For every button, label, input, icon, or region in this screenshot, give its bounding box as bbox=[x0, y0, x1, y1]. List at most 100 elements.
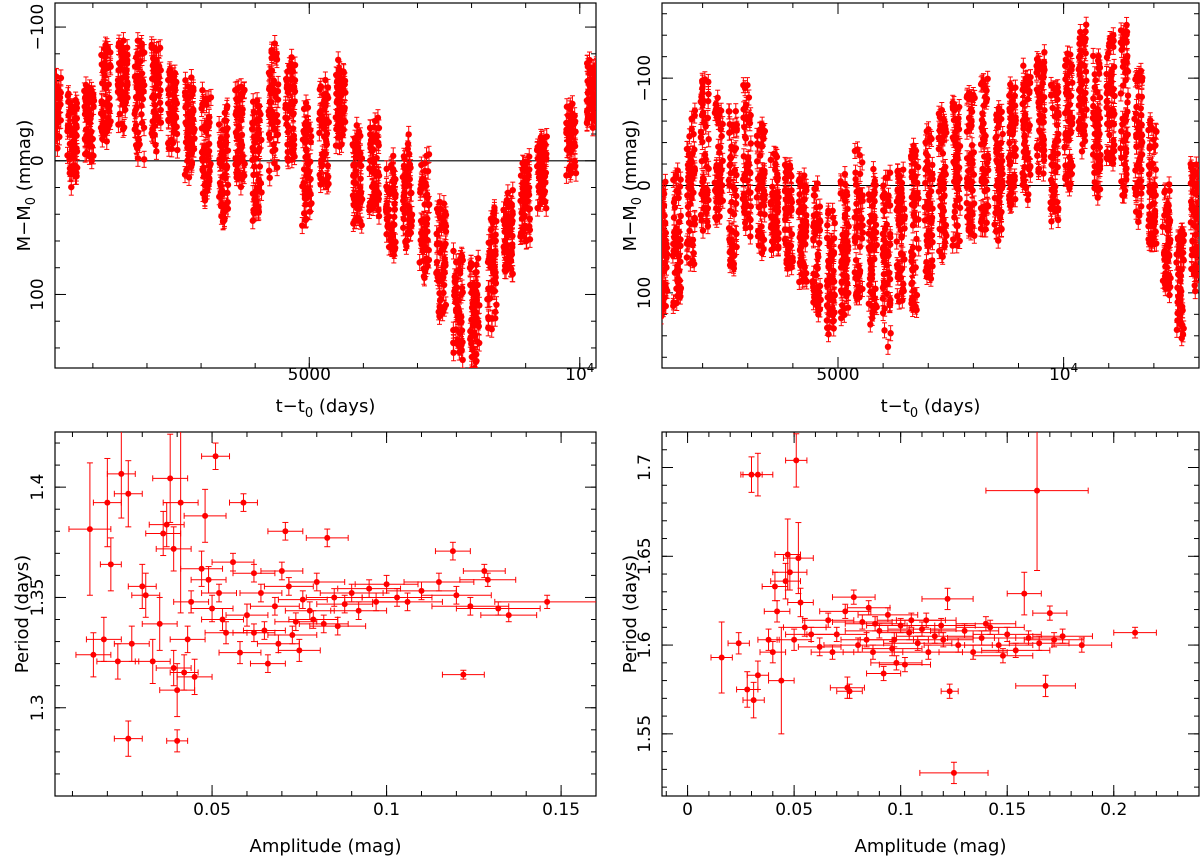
data-point bbox=[324, 162, 332, 169]
data-point bbox=[169, 139, 177, 147]
data-point bbox=[340, 126, 347, 133]
data-point bbox=[133, 83, 140, 91]
data-point bbox=[237, 94, 245, 101]
data-point bbox=[385, 243, 393, 251]
data-point bbox=[165, 86, 172, 93]
data-point bbox=[369, 200, 376, 207]
data-point bbox=[133, 105, 140, 112]
data-point bbox=[273, 56, 281, 63]
data-point bbox=[342, 89, 349, 96]
data-point bbox=[375, 212, 383, 220]
data-point bbox=[390, 221, 397, 228]
data-point bbox=[308, 200, 315, 207]
data-point bbox=[55, 91, 57, 98]
data-point bbox=[404, 140, 412, 148]
data-point bbox=[156, 44, 164, 52]
data-point bbox=[407, 164, 414, 171]
data-point bbox=[131, 126, 138, 133]
data-point bbox=[70, 128, 77, 135]
data-point bbox=[232, 155, 240, 162]
data-point bbox=[88, 136, 95, 143]
data-point bbox=[299, 222, 306, 229]
data-point bbox=[174, 146, 181, 154]
data-point bbox=[257, 111, 264, 118]
data-point bbox=[252, 188, 259, 196]
data-point bbox=[73, 173, 80, 180]
data-point bbox=[149, 94, 156, 101]
data-point bbox=[83, 110, 91, 117]
data-point bbox=[82, 126, 90, 133]
data-point bbox=[323, 130, 331, 137]
data-point bbox=[205, 140, 213, 148]
data-point bbox=[189, 142, 196, 150]
data-point bbox=[55, 88, 56, 91]
data-point bbox=[351, 217, 358, 224]
data-point bbox=[55, 150, 56, 152]
data-point bbox=[103, 138, 110, 145]
data-point bbox=[86, 84, 93, 92]
data-point bbox=[256, 163, 264, 170]
data-point bbox=[98, 61, 106, 68]
data-point bbox=[185, 152, 192, 159]
data-point bbox=[370, 159, 377, 166]
data-point bbox=[134, 37, 142, 44]
data-point bbox=[135, 135, 142, 142]
data-point bbox=[392, 244, 399, 252]
data-point bbox=[391, 206, 399, 213]
data-point bbox=[407, 229, 414, 237]
data-point bbox=[119, 101, 126, 108]
data-point bbox=[336, 123, 343, 130]
data-point bbox=[224, 147, 232, 154]
data-point bbox=[284, 128, 292, 136]
data-point bbox=[70, 155, 77, 162]
data-point bbox=[133, 64, 141, 71]
data-point bbox=[355, 161, 362, 168]
data-point bbox=[140, 156, 148, 163]
data-point bbox=[322, 136, 330, 143]
data-point bbox=[122, 106, 129, 113]
data-point bbox=[258, 136, 265, 144]
data-marks bbox=[55, 32, 596, 368]
data-point bbox=[82, 94, 89, 101]
data-point bbox=[153, 148, 160, 155]
data-point bbox=[106, 94, 113, 102]
data-point bbox=[206, 113, 213, 121]
data-point bbox=[201, 181, 209, 188]
data-point bbox=[123, 44, 131, 51]
data-point bbox=[241, 160, 248, 168]
data-point bbox=[403, 237, 411, 244]
data-point bbox=[68, 183, 75, 191]
data-point bbox=[116, 88, 124, 96]
data-point bbox=[232, 111, 239, 118]
data-point bbox=[399, 205, 407, 212]
data-point bbox=[204, 171, 212, 179]
data-point bbox=[250, 206, 257, 214]
data-point bbox=[357, 175, 364, 182]
data-point bbox=[390, 251, 398, 259]
data-point bbox=[266, 174, 273, 181]
data-point bbox=[303, 215, 310, 223]
data-point bbox=[119, 126, 127, 133]
data-point bbox=[251, 163, 258, 170]
data-point bbox=[123, 60, 131, 67]
data-point bbox=[207, 160, 214, 168]
data-point bbox=[188, 74, 195, 81]
data-point bbox=[375, 142, 382, 149]
data-point bbox=[350, 161, 357, 169]
data-point bbox=[323, 141, 331, 148]
data-point bbox=[383, 231, 390, 238]
data-point bbox=[291, 98, 298, 105]
y-tick-label: 0 bbox=[28, 155, 48, 166]
data-point bbox=[104, 115, 112, 122]
data-point bbox=[233, 133, 241, 141]
data-point bbox=[219, 157, 226, 164]
data-point bbox=[322, 116, 330, 124]
data-point bbox=[215, 121, 223, 128]
data-point bbox=[157, 87, 164, 94]
data-point bbox=[55, 132, 59, 139]
data-point bbox=[271, 40, 278, 47]
y-tick-label: −100 bbox=[28, 4, 48, 51]
data-point bbox=[318, 122, 326, 130]
